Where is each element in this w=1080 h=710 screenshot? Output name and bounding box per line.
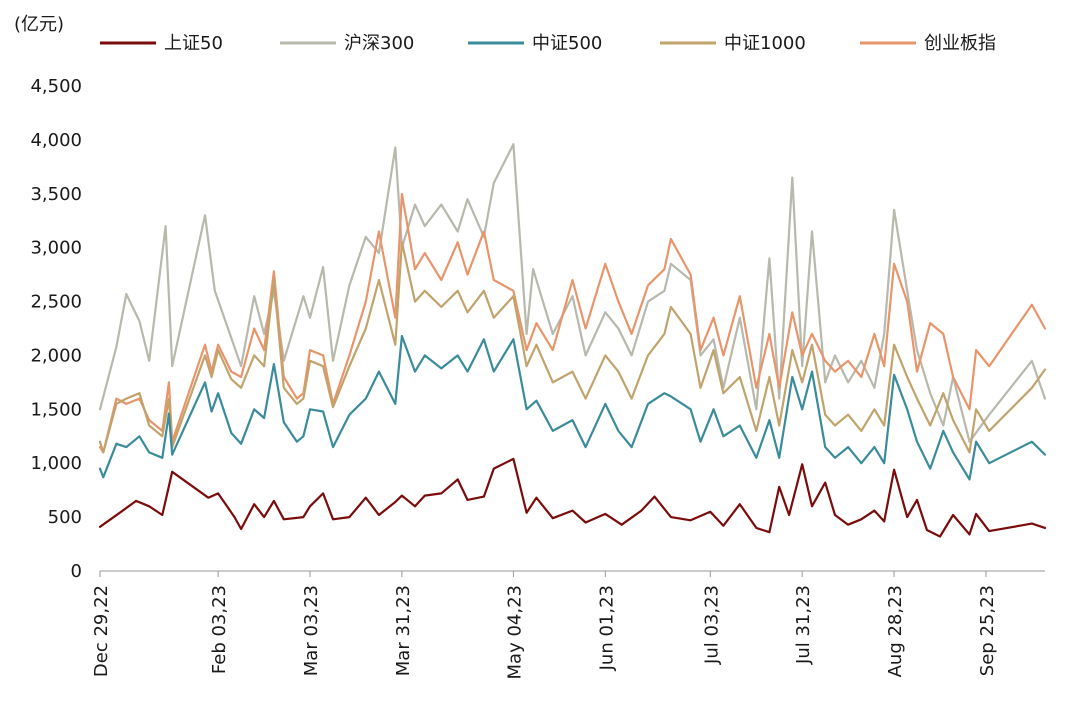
y-tick-label: 500 xyxy=(48,507,82,528)
legend-label: 中证500 xyxy=(532,33,602,54)
x-tick-label: Sep 25,23 xyxy=(977,585,998,676)
y-tick-label: 0 xyxy=(71,561,82,582)
y-tick-label: 1,000 xyxy=(30,453,82,474)
legend: 上证50 沪深300 中证500 中证1000 创业板指 xyxy=(100,33,996,54)
series-line-3 xyxy=(98,241,1047,454)
series-line-4 xyxy=(98,192,1047,454)
y-tick-label: 3,500 xyxy=(30,184,82,205)
y-axis: 0 500 1,000 1,500 2,000 2,500 3,000 3,500 4,000 4… xyxy=(30,76,82,582)
x-axis: Dec 29,22 Feb 03,23 Mar 03,23 Mar 31,23 May … xyxy=(91,570,1045,679)
x-tick-label: Aug 28,23 xyxy=(885,585,906,677)
x-tick-label: Mar 03,23 xyxy=(301,585,322,676)
x-tick-label: Jun 01,23 xyxy=(596,585,617,671)
y-tick-label: 3,000 xyxy=(30,238,82,259)
y-tick-label: 4,500 xyxy=(30,76,82,97)
y-tick-label: 2,000 xyxy=(30,345,82,366)
legend-label: 中证1000 xyxy=(724,33,806,54)
x-tick-label: Jul 03,23 xyxy=(701,585,722,665)
x-tick-label: Dec 29,22 xyxy=(91,585,112,677)
x-tick-label: May 04,23 xyxy=(504,585,525,679)
y-tick-label: 4,000 xyxy=(30,130,82,151)
series-line-2 xyxy=(98,334,1047,481)
y-axis-unit-label: (亿元) xyxy=(14,14,64,35)
y-tick-label: 2,500 xyxy=(30,292,82,313)
x-tick-label: Jul 31,23 xyxy=(793,585,814,665)
legend-label: 创业板指 xyxy=(924,33,996,54)
series-layer xyxy=(98,143,1047,538)
legend-label: 上证50 xyxy=(164,33,223,54)
x-tick-label: Mar 31,23 xyxy=(393,585,414,676)
series-line-0 xyxy=(98,457,1047,538)
legend-label: 沪深300 xyxy=(344,33,414,54)
x-tick-label: Feb 03,23 xyxy=(209,585,230,674)
y-tick-label: 1,500 xyxy=(30,399,82,420)
